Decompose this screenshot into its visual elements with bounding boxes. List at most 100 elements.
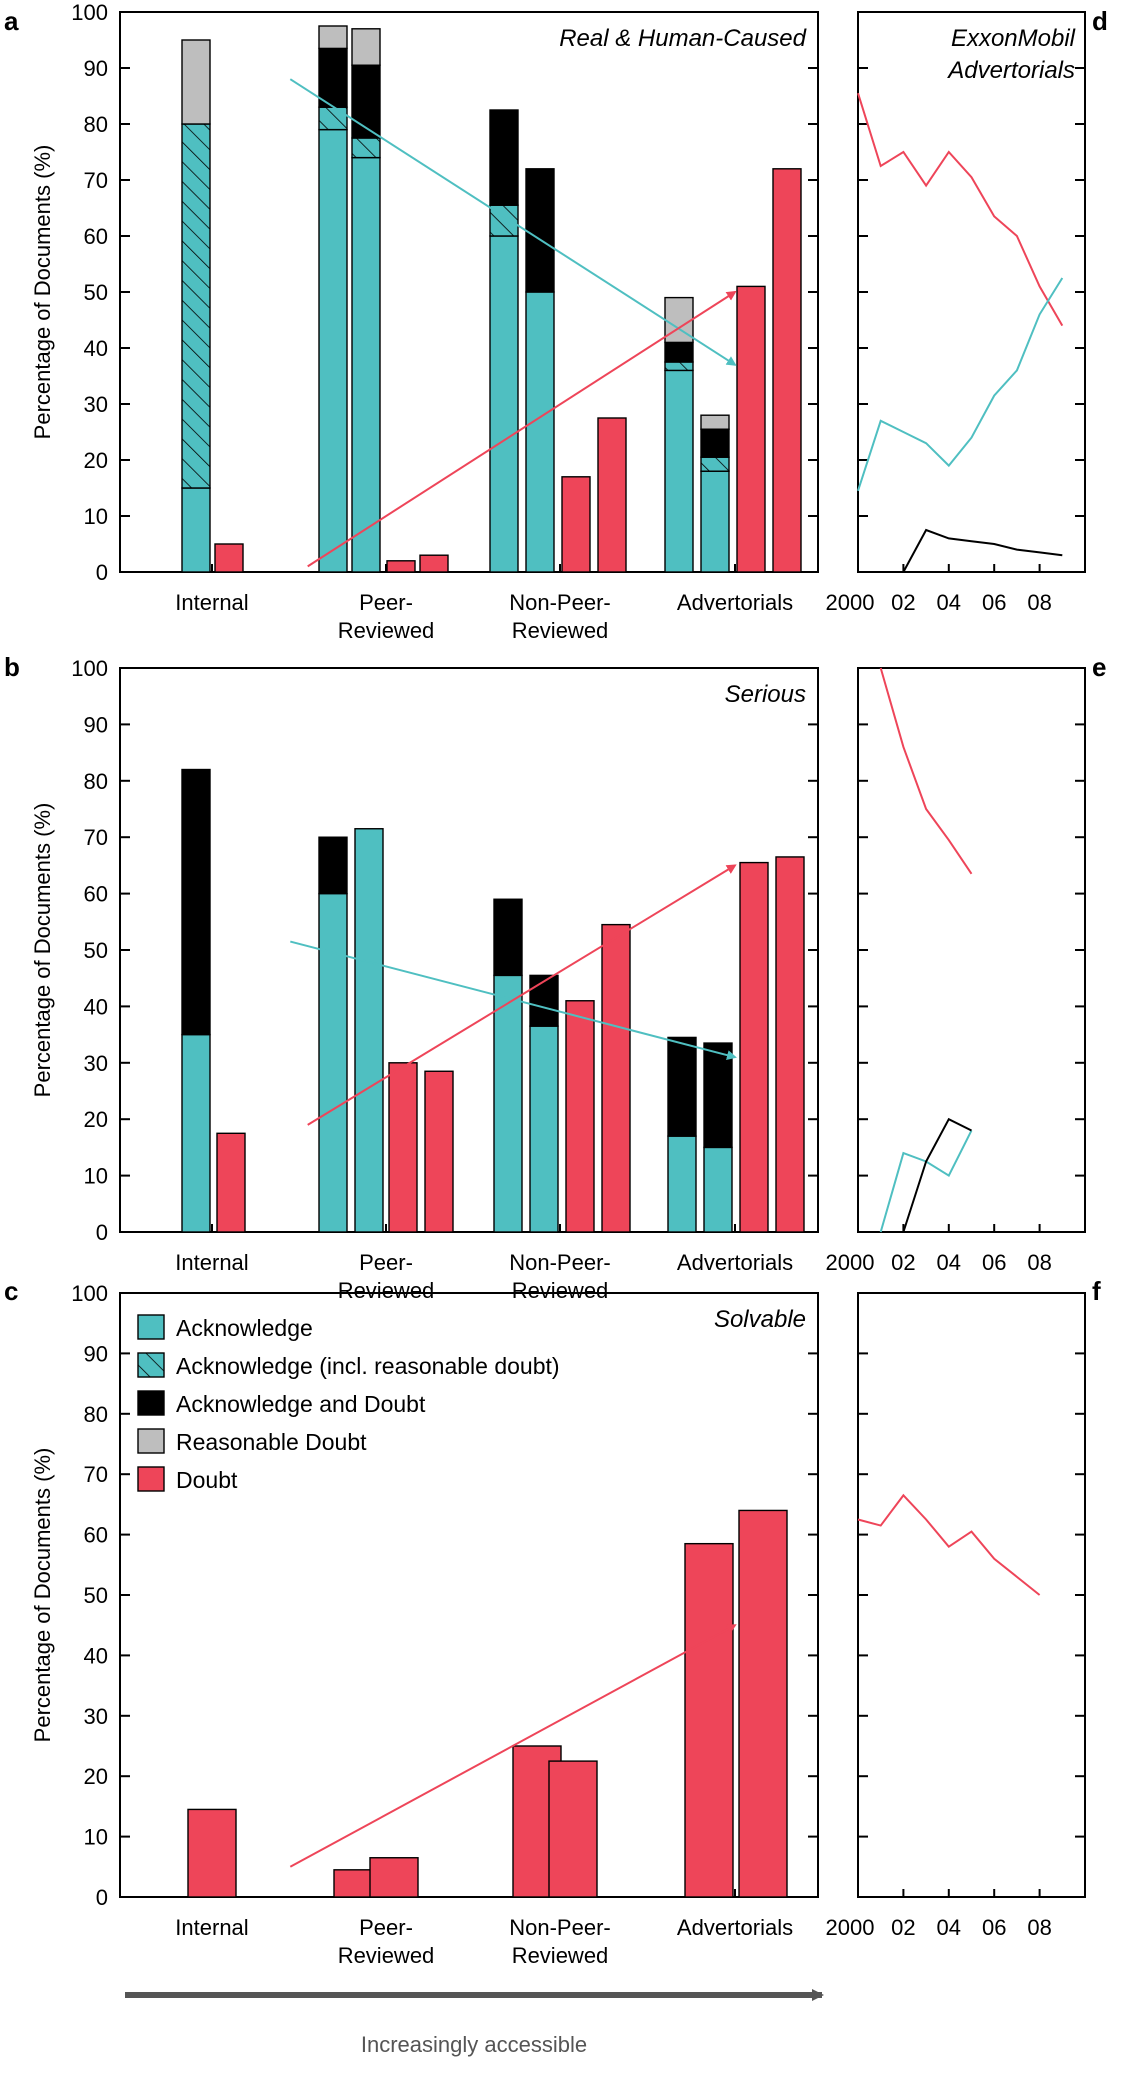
category-label: Peer-	[359, 1250, 413, 1275]
bar-segment-doubt	[736, 285, 766, 573]
y-tick-label: 20	[84, 1107, 108, 1132]
bar-segment-doubt	[388, 1062, 418, 1233]
panel-letter-f: f	[1092, 1276, 1101, 1306]
y-tick-label: 70	[84, 168, 108, 193]
category-label: Advertorials	[677, 1250, 793, 1275]
bar-segment-acknowledge	[525, 291, 555, 573]
y-tick-label: 0	[96, 1220, 108, 1245]
bar-panel-a: 0 10 20 30 40 50 60 70 80 90 100 Percentage of Docu…	[30, 0, 819, 643]
y-axis-label: Percentage of Documents (%)	[30, 1448, 55, 1743]
y-tick-label: 10	[84, 504, 108, 529]
category-label: Advertorials	[677, 590, 793, 615]
series-line-ack-and-doubt	[902, 528, 1063, 573]
y-axis-label: Percentage of Documents (%)	[30, 145, 55, 440]
y-tick-label: 80	[84, 769, 108, 794]
legend-label-ack-and-doubt: Acknowledge and Doubt	[176, 1391, 426, 1417]
bar-segment-acknowledge-hatch	[700, 456, 730, 472]
y-tick-label: 0	[96, 560, 108, 585]
panel-letter-a: a	[4, 6, 19, 36]
category-label: Reviewed	[338, 1943, 435, 1968]
bar-segment-ack-and-doubt	[664, 341, 694, 363]
y-tick-label: 100	[71, 0, 108, 25]
bar-segment-doubt	[597, 417, 627, 573]
line-panel-d: 2000 02 04 06 08 ExxonMobil Advertorials	[826, 11, 1086, 615]
category-label: Non-Peer-	[509, 1915, 610, 1940]
year-tick-label: 2000	[826, 1250, 875, 1275]
panel-letter-b: b	[4, 652, 20, 682]
year-tick-label: 08	[1027, 1915, 1051, 1940]
bar-segment-acknowledge-hatch	[351, 137, 381, 159]
bar-segment-reasonable-doubt	[351, 28, 381, 66]
category-label: Advertorials	[677, 1915, 793, 1940]
year-tick-label: 08	[1027, 1250, 1051, 1275]
trend-arrow-doubt	[307, 290, 737, 568]
y-tick-label: 50	[84, 938, 108, 963]
bar-segment-acknowledge-hatch	[318, 106, 348, 131]
year-tick-label: 08	[1027, 590, 1051, 615]
category-label: Internal	[175, 1915, 248, 1940]
series-line-acknowledge	[857, 277, 1064, 492]
accessibility-label: Increasingly accessible	[361, 2032, 587, 2057]
category-label: Reviewed	[338, 1278, 435, 1303]
legend-label-acknowledge-hatch: Acknowledge (incl. reasonable doubt)	[176, 1353, 560, 1379]
y-tick-label: 90	[84, 56, 108, 81]
bar-segment-doubt	[369, 1857, 419, 1898]
y-tick-label: 30	[84, 392, 108, 417]
legend-swatch-doubt	[137, 1466, 165, 1492]
y-tick-label: 40	[84, 336, 108, 361]
bar-segment-doubt	[187, 1808, 237, 1898]
bar-segment-acknowledge	[181, 487, 211, 573]
bar-segment-ack-and-doubt	[351, 64, 381, 139]
y-tick-label: 70	[84, 1462, 108, 1487]
bar-segment-acknowledge	[318, 128, 348, 573]
year-tick-label: 02	[891, 1915, 915, 1940]
plot-frame	[857, 11, 1086, 573]
y-tick-label: 80	[84, 1402, 108, 1427]
series-line-doubt	[857, 1493, 1041, 1596]
series-line-doubt	[857, 92, 1064, 327]
bar-segment-doubt	[561, 476, 591, 573]
panel-title: Serious	[725, 681, 806, 708]
panel-title: Real & Human-Caused	[559, 25, 806, 52]
bar-segment-acknowledge	[489, 235, 519, 573]
category-label: Reviewed	[512, 1943, 609, 1968]
bar-panel-b: 0 10 20 30 40 50 60 70 80 90 100 Percentage of Docu…	[30, 656, 819, 1303]
y-tick-label: 60	[84, 882, 108, 907]
bar-segment-ack-and-doubt	[703, 1042, 733, 1149]
trend-arrow-doubt	[289, 1624, 737, 1868]
bar-segment-doubt	[548, 1760, 598, 1898]
year-tick-label: 02	[891, 1250, 915, 1275]
bar-segment-doubt	[424, 1070, 454, 1233]
bar-segment-doubt	[738, 1509, 788, 1898]
bar-segment-ack-and-doubt	[489, 109, 519, 206]
year-tick-label: 04	[937, 590, 961, 615]
category-label: Internal	[175, 590, 248, 615]
series-line-doubt	[879, 667, 973, 875]
bar-segment-doubt	[565, 1000, 595, 1233]
bar-segment-acknowledge	[664, 369, 694, 573]
trend-arrow-doubt	[307, 864, 737, 1126]
panel-letter-d: d	[1092, 6, 1108, 36]
legend-swatch-ack-and-doubt	[137, 1390, 165, 1416]
bar-segment-ack-and-doubt	[181, 768, 211, 1036]
y-tick-label: 40	[84, 994, 108, 1019]
year-tick-label: 06	[982, 1250, 1006, 1275]
bar-segment-ack-and-doubt	[493, 898, 523, 977]
panel-letter-c: c	[4, 1276, 18, 1306]
bar-segment-ack-and-doubt	[667, 1036, 697, 1137]
bar-segment-acknowledge	[318, 892, 348, 1233]
year-tick-label: 02	[891, 590, 915, 615]
bar-segment-doubt	[386, 560, 416, 573]
panel-title: Advertorials	[946, 57, 1075, 84]
y-tick-label: 60	[84, 1523, 108, 1548]
legend-label-acknowledge: Acknowledge	[176, 1315, 313, 1341]
bar-segment-doubt	[775, 856, 805, 1233]
plot-frame	[857, 1292, 1086, 1898]
y-tick-label: 10	[84, 1164, 108, 1189]
y-tick-label: 0	[96, 1885, 108, 1910]
legend-label-reasonable-doubt: Reasonable Doubt	[176, 1429, 367, 1455]
line-panel-f: 2000 02 04 06 08	[826, 1292, 1086, 1940]
category-label: Non-Peer-	[509, 590, 610, 615]
category-label: Reviewed	[512, 618, 609, 643]
y-tick-label: 30	[84, 1051, 108, 1076]
